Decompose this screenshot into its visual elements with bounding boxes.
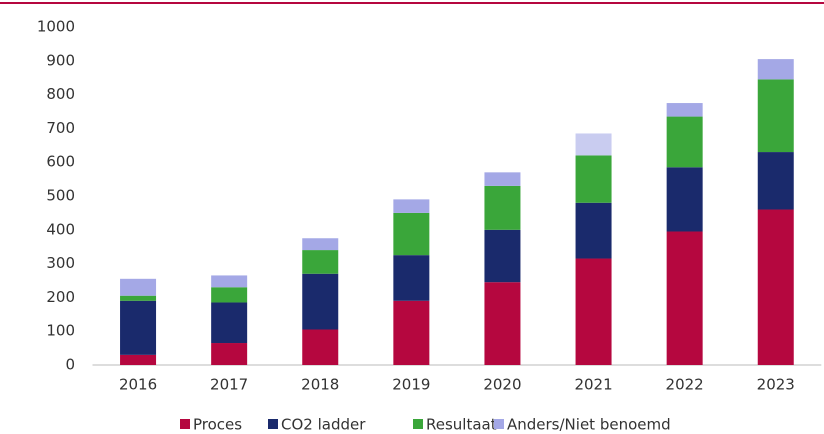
bar-segment xyxy=(302,250,339,274)
legend-swatch xyxy=(268,419,278,429)
bar-segment xyxy=(393,255,430,301)
bar-segment xyxy=(757,152,794,210)
legend-label: Anders/Niet benoemd xyxy=(507,416,671,434)
y-tick-label: 200 xyxy=(46,288,75,306)
y-tick-label: 800 xyxy=(46,85,75,103)
bar-segment xyxy=(666,103,703,117)
bar-segment xyxy=(484,185,521,230)
bar-segment xyxy=(302,329,339,365)
bar-segment xyxy=(393,199,430,213)
y-tick-label: 300 xyxy=(46,254,75,272)
x-tick-label: 2016 xyxy=(119,376,157,394)
bar-segment xyxy=(393,300,430,365)
legend-label: Resultaat xyxy=(426,416,497,434)
bar-segment xyxy=(575,155,612,203)
bar-segment xyxy=(302,238,339,251)
y-tick-label: 100 xyxy=(46,322,75,340)
bar-segment xyxy=(211,343,248,365)
y-tick-label: 1000 xyxy=(37,18,75,36)
bar-segment xyxy=(211,275,248,288)
y-tick-label: 500 xyxy=(46,187,75,205)
y-tick-label: 700 xyxy=(46,119,75,137)
bar-segment xyxy=(666,231,703,365)
bar-segment xyxy=(484,172,521,186)
y-tick-label: 600 xyxy=(46,153,75,171)
bar-segment xyxy=(757,209,794,365)
legend-swatch xyxy=(413,419,423,429)
bar-segment xyxy=(120,278,157,296)
bar-segment xyxy=(120,295,157,301)
bar-segment xyxy=(757,79,794,153)
x-tick-label: 2022 xyxy=(666,376,704,394)
legend-swatch xyxy=(180,419,190,429)
bar-segment xyxy=(484,282,521,365)
bar-segment xyxy=(575,202,612,259)
bar-segment xyxy=(575,133,612,156)
y-tick-label: 900 xyxy=(46,51,75,69)
legend-label: Proces xyxy=(193,416,242,434)
bar-segment xyxy=(575,258,612,365)
legend-swatch xyxy=(494,419,504,429)
bar-segment xyxy=(211,287,248,303)
bar-segment xyxy=(120,354,157,365)
bar-segment xyxy=(484,229,521,283)
x-tick-label: 2018 xyxy=(301,376,339,394)
x-tick-label: 2020 xyxy=(483,376,521,394)
legend-label: CO2 ladder xyxy=(281,416,366,434)
y-tick-label: 0 xyxy=(65,356,75,374)
bar-segment xyxy=(211,302,248,344)
x-tick-label: 2023 xyxy=(757,376,795,394)
bar-segment xyxy=(302,273,339,330)
bar-segment xyxy=(666,167,703,232)
bar-segment xyxy=(393,212,430,256)
y-tick-label: 400 xyxy=(46,220,75,238)
x-tick-label: 2019 xyxy=(392,376,430,394)
bar-segment xyxy=(120,300,157,355)
x-tick-label: 2021 xyxy=(574,376,612,394)
bar-segment xyxy=(666,116,703,168)
bar-segment xyxy=(757,59,794,80)
x-tick-label: 2017 xyxy=(210,376,248,394)
